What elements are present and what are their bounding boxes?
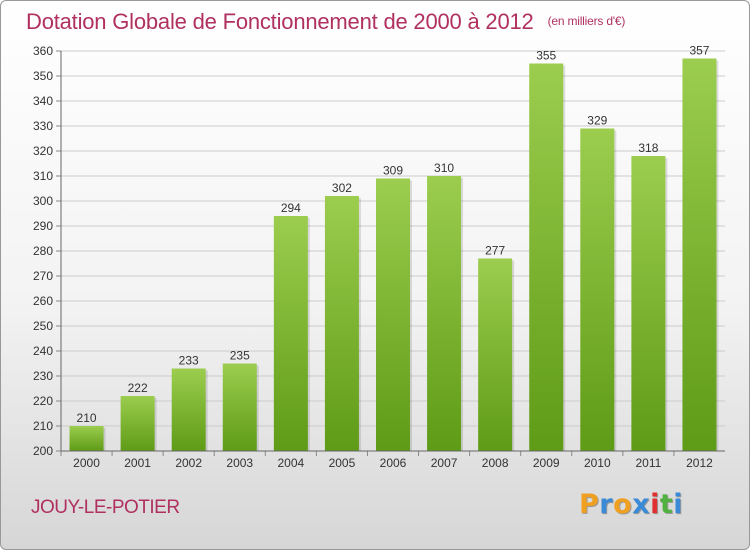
logo-letter: i xyxy=(650,489,660,520)
value-label: 302 xyxy=(332,181,352,195)
value-label: 222 xyxy=(128,381,148,395)
chart-title-text: Dotation Globale de Fonctionnement de 20… xyxy=(26,9,534,34)
bars xyxy=(69,58,719,451)
y-tick-label: 220 xyxy=(33,394,53,408)
y-tick-label: 270 xyxy=(33,269,53,283)
y-tick-label: 300 xyxy=(33,194,53,208)
unit-label: (en milliers d'€) xyxy=(547,14,626,28)
proxiti-logo: Proxiti xyxy=(579,489,683,520)
y-axis: 200 210 220 230 240 250 260 270 280 290 300 310 320 3… xyxy=(33,44,61,458)
axis-lines xyxy=(60,51,725,452)
value-labels: 210 222 233 235 294 302 309 310 277 355 329 318 357 xyxy=(77,44,710,426)
bar-2006 xyxy=(376,178,410,451)
bar-2004 xyxy=(273,216,308,451)
y-tick-label: 290 xyxy=(33,219,53,233)
value-label: 235 xyxy=(230,349,250,363)
bar-2005 xyxy=(324,196,359,451)
logo-letter: o xyxy=(613,489,633,520)
bar-2011 xyxy=(631,156,666,451)
x-axis: 2000 2001 2002 2003 2004 2005 2006 2007 2008 2009… xyxy=(60,451,713,470)
logo-letter: t xyxy=(659,489,674,520)
y-tick-label: 200 xyxy=(33,444,53,458)
bar-2010 xyxy=(580,128,615,451)
logo-letter: x xyxy=(632,489,651,520)
x-tick-label: 2006 xyxy=(380,456,407,470)
x-tick-label: 2011 xyxy=(635,456,661,470)
value-label: 277 xyxy=(485,244,505,258)
x-tick-label: 2000 xyxy=(73,456,100,470)
y-tick-label: 330 xyxy=(33,119,53,133)
logo-letter: r xyxy=(599,489,614,520)
y-tick-label: 240 xyxy=(33,344,53,358)
bar-2000 xyxy=(69,426,104,451)
commune-name: JOUY-LE-POTIER xyxy=(31,497,180,518)
logo-letter: P xyxy=(579,489,600,520)
y-tick-label: 230 xyxy=(33,369,53,383)
y-tick-label: 210 xyxy=(33,419,53,433)
bar-2008 xyxy=(478,258,513,451)
x-tick-label: 2008 xyxy=(482,456,509,470)
value-label: 309 xyxy=(383,164,403,178)
x-tick-label: 2003 xyxy=(226,456,253,470)
x-tick-label: 2009 xyxy=(533,456,560,470)
y-tick-label: 340 xyxy=(33,94,53,108)
value-label: 318 xyxy=(638,141,658,155)
value-label: 210 xyxy=(77,411,97,425)
x-tick-label: 2004 xyxy=(277,456,304,470)
x-tick-label: 2002 xyxy=(175,456,202,470)
x-tick-label: 2007 xyxy=(431,456,458,470)
x-tick-label: 2001 xyxy=(124,456,151,470)
x-tick-label: 2005 xyxy=(329,456,356,470)
chart-title: Dotation Globale de Fonctionnement de 20… xyxy=(26,9,625,35)
x-tick-label: 2012 xyxy=(686,456,713,470)
y-tick-label: 310 xyxy=(33,169,53,183)
value-label: 233 xyxy=(179,354,199,368)
value-label: 357 xyxy=(689,44,709,58)
y-tick-label: 280 xyxy=(33,244,53,258)
bar-2009 xyxy=(529,63,564,451)
x-tick-label: 2010 xyxy=(584,456,611,470)
bar-2003 xyxy=(222,363,257,451)
value-label: 329 xyxy=(587,114,607,128)
bar-2012 xyxy=(682,58,717,451)
value-label: 355 xyxy=(536,49,556,63)
bar-2007 xyxy=(427,176,462,451)
value-label: 294 xyxy=(281,201,301,215)
y-tick-label: 320 xyxy=(33,144,53,158)
y-tick-label: 360 xyxy=(33,44,53,58)
value-label: 310 xyxy=(434,161,454,175)
y-tick-label: 250 xyxy=(33,319,53,333)
bar-2001 xyxy=(120,396,155,451)
y-tick-label: 350 xyxy=(33,69,53,83)
y-tick-label: 260 xyxy=(33,294,53,308)
bar-2002 xyxy=(171,368,206,451)
logo-letter: i xyxy=(673,489,684,520)
